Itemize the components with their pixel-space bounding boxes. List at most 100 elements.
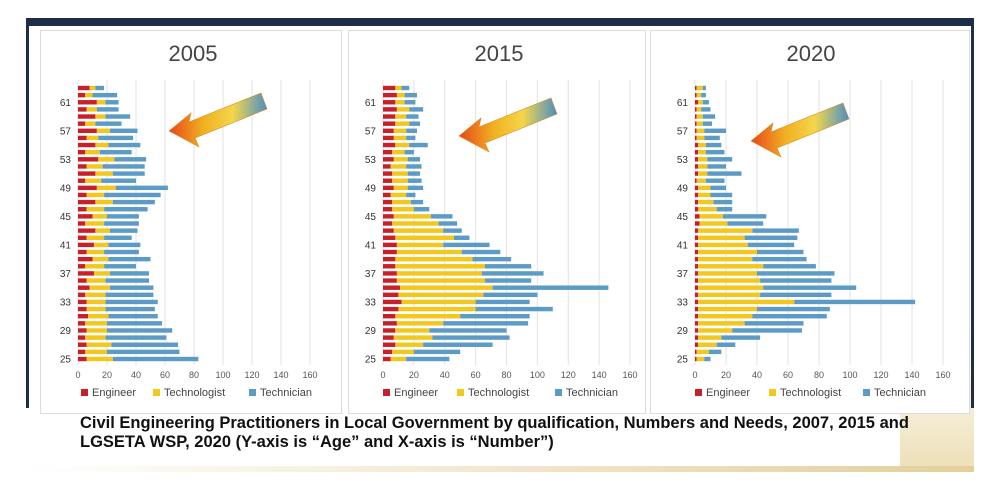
bar-engineer bbox=[78, 306, 87, 312]
bar-engineer bbox=[78, 171, 96, 176]
bar-technician bbox=[105, 114, 131, 119]
bar-technologist bbox=[699, 214, 723, 219]
bar-engineer bbox=[695, 328, 699, 333]
chart-title: 2005 bbox=[169, 41, 218, 66]
bar-technologist bbox=[395, 85, 402, 91]
x-tick-label: 80 bbox=[501, 370, 511, 380]
bar-technician bbox=[102, 164, 145, 169]
bar-engineer bbox=[78, 149, 86, 155]
bar-technologist bbox=[698, 249, 757, 255]
bar-technician bbox=[704, 356, 711, 362]
bar-technologist bbox=[85, 349, 107, 355]
bar-engineer bbox=[383, 249, 397, 255]
bar-technician bbox=[744, 321, 804, 326]
bar-engineer bbox=[78, 242, 94, 248]
bar-technologist bbox=[698, 335, 722, 340]
y-tick-label: 25 bbox=[60, 355, 72, 366]
bar-engineer bbox=[383, 235, 396, 240]
bar-technician bbox=[104, 192, 161, 198]
arrow-annotation bbox=[168, 92, 268, 148]
bar-engineer bbox=[78, 264, 86, 269]
bar-technician bbox=[407, 171, 421, 176]
bar-technologist bbox=[392, 171, 408, 176]
y-tick-label: 53 bbox=[365, 155, 377, 166]
bar-technologist bbox=[89, 85, 96, 91]
bar-engineer bbox=[695, 214, 700, 219]
y-tick-label: 49 bbox=[677, 183, 689, 194]
bar-technologist bbox=[698, 157, 708, 162]
bar-technologist bbox=[396, 249, 462, 255]
bar-technologist bbox=[96, 128, 110, 134]
bar-engineer bbox=[78, 299, 87, 305]
bar-technician bbox=[112, 199, 155, 205]
bar-technologist bbox=[698, 100, 703, 105]
bar-technician bbox=[407, 185, 424, 191]
bar-technologist bbox=[86, 342, 112, 347]
legend-swatch-technician bbox=[249, 389, 256, 396]
bar-technician bbox=[492, 285, 609, 290]
bar-technician bbox=[752, 256, 807, 262]
bar-technician bbox=[108, 313, 158, 319]
bar-technologist bbox=[698, 299, 795, 305]
bar-technician bbox=[95, 85, 105, 91]
y-tick-label: 49 bbox=[365, 183, 377, 194]
bar-technician bbox=[484, 278, 532, 283]
bar-technician bbox=[404, 100, 416, 105]
bar-technician bbox=[406, 164, 422, 169]
bar-technician bbox=[104, 235, 132, 240]
bar-engineer bbox=[78, 271, 94, 276]
bar-engineer bbox=[695, 271, 699, 276]
x-tick-label: 140 bbox=[904, 370, 919, 380]
x-tick-label: 160 bbox=[302, 370, 317, 380]
bar-technologist bbox=[698, 228, 753, 233]
bar-technologist bbox=[86, 192, 105, 198]
chart-panel-2005: 2005 0 20 40 60 80 100 120 140 160 25 29 33 37 41 45 49 5… bbox=[40, 30, 342, 414]
bar-technician bbox=[105, 100, 119, 105]
bar-technician bbox=[475, 306, 553, 312]
bar-engineer bbox=[695, 171, 699, 176]
bar-engineer bbox=[78, 121, 86, 126]
bar-technician bbox=[409, 121, 421, 126]
bar-technician bbox=[704, 135, 720, 141]
y-tick-label: 29 bbox=[60, 326, 72, 337]
bar-engineer bbox=[383, 178, 393, 183]
bar-technologist bbox=[86, 107, 97, 112]
bar-engineer bbox=[695, 149, 699, 155]
bar-technologist bbox=[395, 114, 407, 119]
bar-technologist bbox=[392, 221, 439, 226]
bar-technologist bbox=[698, 207, 717, 212]
bar-technician bbox=[92, 92, 118, 98]
bar-technologist bbox=[696, 92, 702, 98]
bar-technologist bbox=[93, 242, 109, 248]
bar-engineer bbox=[383, 306, 399, 312]
y-tick-label: 61 bbox=[60, 98, 72, 109]
bar-engineer bbox=[383, 278, 397, 283]
bar-technologist bbox=[393, 157, 408, 162]
y-tick-label: 37 bbox=[677, 269, 689, 280]
bar-engineer bbox=[695, 221, 700, 226]
bar-technician bbox=[454, 235, 470, 240]
bar-technologist bbox=[696, 107, 702, 112]
bar-engineer bbox=[695, 128, 697, 134]
bar-technologist bbox=[698, 285, 764, 290]
bar-technologist bbox=[85, 149, 100, 155]
y-tick-label: 29 bbox=[365, 326, 377, 337]
bar-technologist bbox=[696, 128, 705, 134]
bar-engineer bbox=[383, 271, 397, 276]
bar-technologist bbox=[390, 356, 407, 362]
x-tick-label: 60 bbox=[160, 370, 170, 380]
bar-technologist bbox=[699, 221, 728, 226]
bar-technician bbox=[443, 242, 490, 248]
bar-engineer bbox=[78, 349, 86, 355]
bar-technologist bbox=[392, 199, 411, 205]
bar-engineer bbox=[383, 321, 397, 326]
bar-technologist bbox=[392, 178, 408, 183]
x-tick-label: 100 bbox=[530, 370, 545, 380]
bar-technician bbox=[104, 249, 139, 255]
bar-engineer bbox=[383, 256, 396, 262]
bar-technologist bbox=[392, 349, 414, 355]
bar-technician bbox=[407, 157, 421, 162]
bar-technologist bbox=[85, 292, 106, 298]
frame-bottom-bar bbox=[26, 466, 974, 472]
bar-engineer bbox=[695, 164, 699, 169]
